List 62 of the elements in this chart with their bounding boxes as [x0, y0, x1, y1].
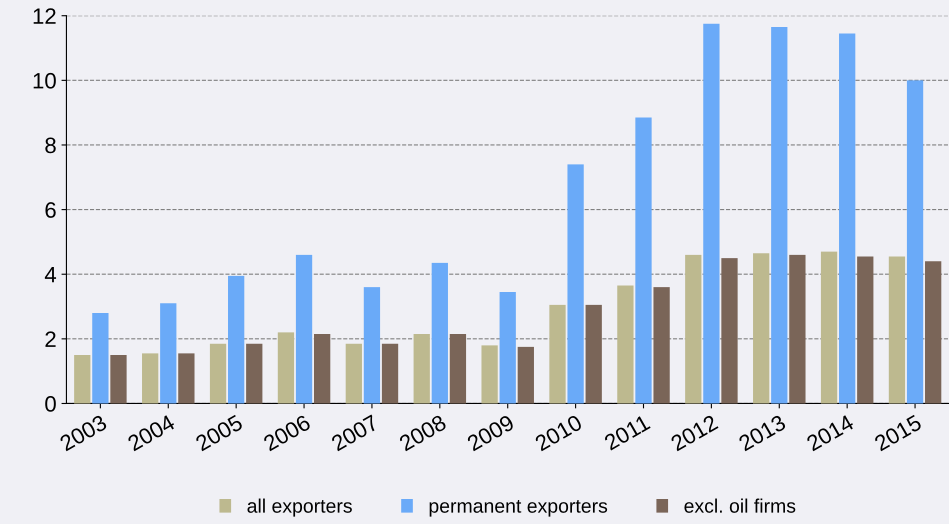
bar — [450, 334, 466, 404]
bar — [210, 344, 226, 404]
bar — [906, 80, 924, 404]
x-tick-label: 2010 — [534, 414, 584, 452]
bar — [567, 164, 584, 404]
legend-label: all exporters — [247, 498, 352, 517]
bar — [414, 334, 430, 404]
bar — [228, 276, 244, 404]
y-tick-label: 0 — [45, 396, 56, 412]
bar — [432, 262, 448, 404]
x-tick-label: 2008 — [398, 414, 448, 452]
x-tick-label: 2003 — [58, 414, 108, 452]
legend-label: excl. oil firms — [684, 498, 796, 513]
bar — [518, 346, 534, 404]
bar — [888, 256, 906, 404]
bar — [721, 258, 738, 404]
bar — [635, 118, 652, 404]
x-tick-label: 2011 — [603, 414, 651, 451]
bar — [753, 253, 770, 404]
bar — [246, 344, 262, 404]
bar — [617, 286, 634, 404]
y-tick-label: 8 — [45, 138, 56, 154]
bar — [586, 304, 602, 404]
x-tick-label: 2012 — [670, 414, 719, 452]
y-tick-label: 12 — [34, 8, 56, 24]
x-tick-label: 2009 — [466, 414, 515, 452]
x-tick-label: 2007 — [330, 414, 380, 452]
bar — [549, 304, 566, 404]
legend-label: permanent exporters — [430, 500, 608, 517]
bar — [685, 254, 702, 404]
bar — [653, 287, 670, 404]
bar — [857, 256, 874, 404]
bar — [839, 33, 856, 404]
x-tick-label: 2013 — [738, 414, 787, 452]
x-tick-label: 2006 — [262, 414, 312, 452]
bar — [771, 27, 788, 404]
y-tick-label: 6 — [45, 202, 56, 218]
bar — [820, 252, 838, 404]
bar — [142, 353, 158, 404]
bar — [314, 334, 330, 404]
x-tick-label: 2014 — [806, 414, 855, 452]
x-tick-label: 2015 — [874, 414, 922, 452]
x-tick-label: 2005 — [194, 414, 244, 452]
bar — [346, 344, 362, 404]
bar — [160, 303, 176, 404]
bar — [500, 292, 516, 404]
y-tick-label: 2 — [45, 331, 56, 347]
bar — [74, 355, 90, 404]
x-tick-label: 2004 — [126, 414, 176, 452]
bar — [364, 287, 380, 404]
y-tick-label: 4 — [44, 266, 56, 282]
bar — [481, 345, 498, 404]
bar — [703, 24, 720, 404]
bar — [110, 355, 127, 404]
bar — [789, 254, 806, 404]
bar — [382, 344, 398, 404]
bar — [278, 332, 294, 404]
y-tick-label: 10 — [34, 72, 56, 89]
bar — [178, 353, 195, 404]
bar — [92, 313, 109, 404]
bar — [925, 261, 942, 404]
bar — [296, 254, 312, 404]
